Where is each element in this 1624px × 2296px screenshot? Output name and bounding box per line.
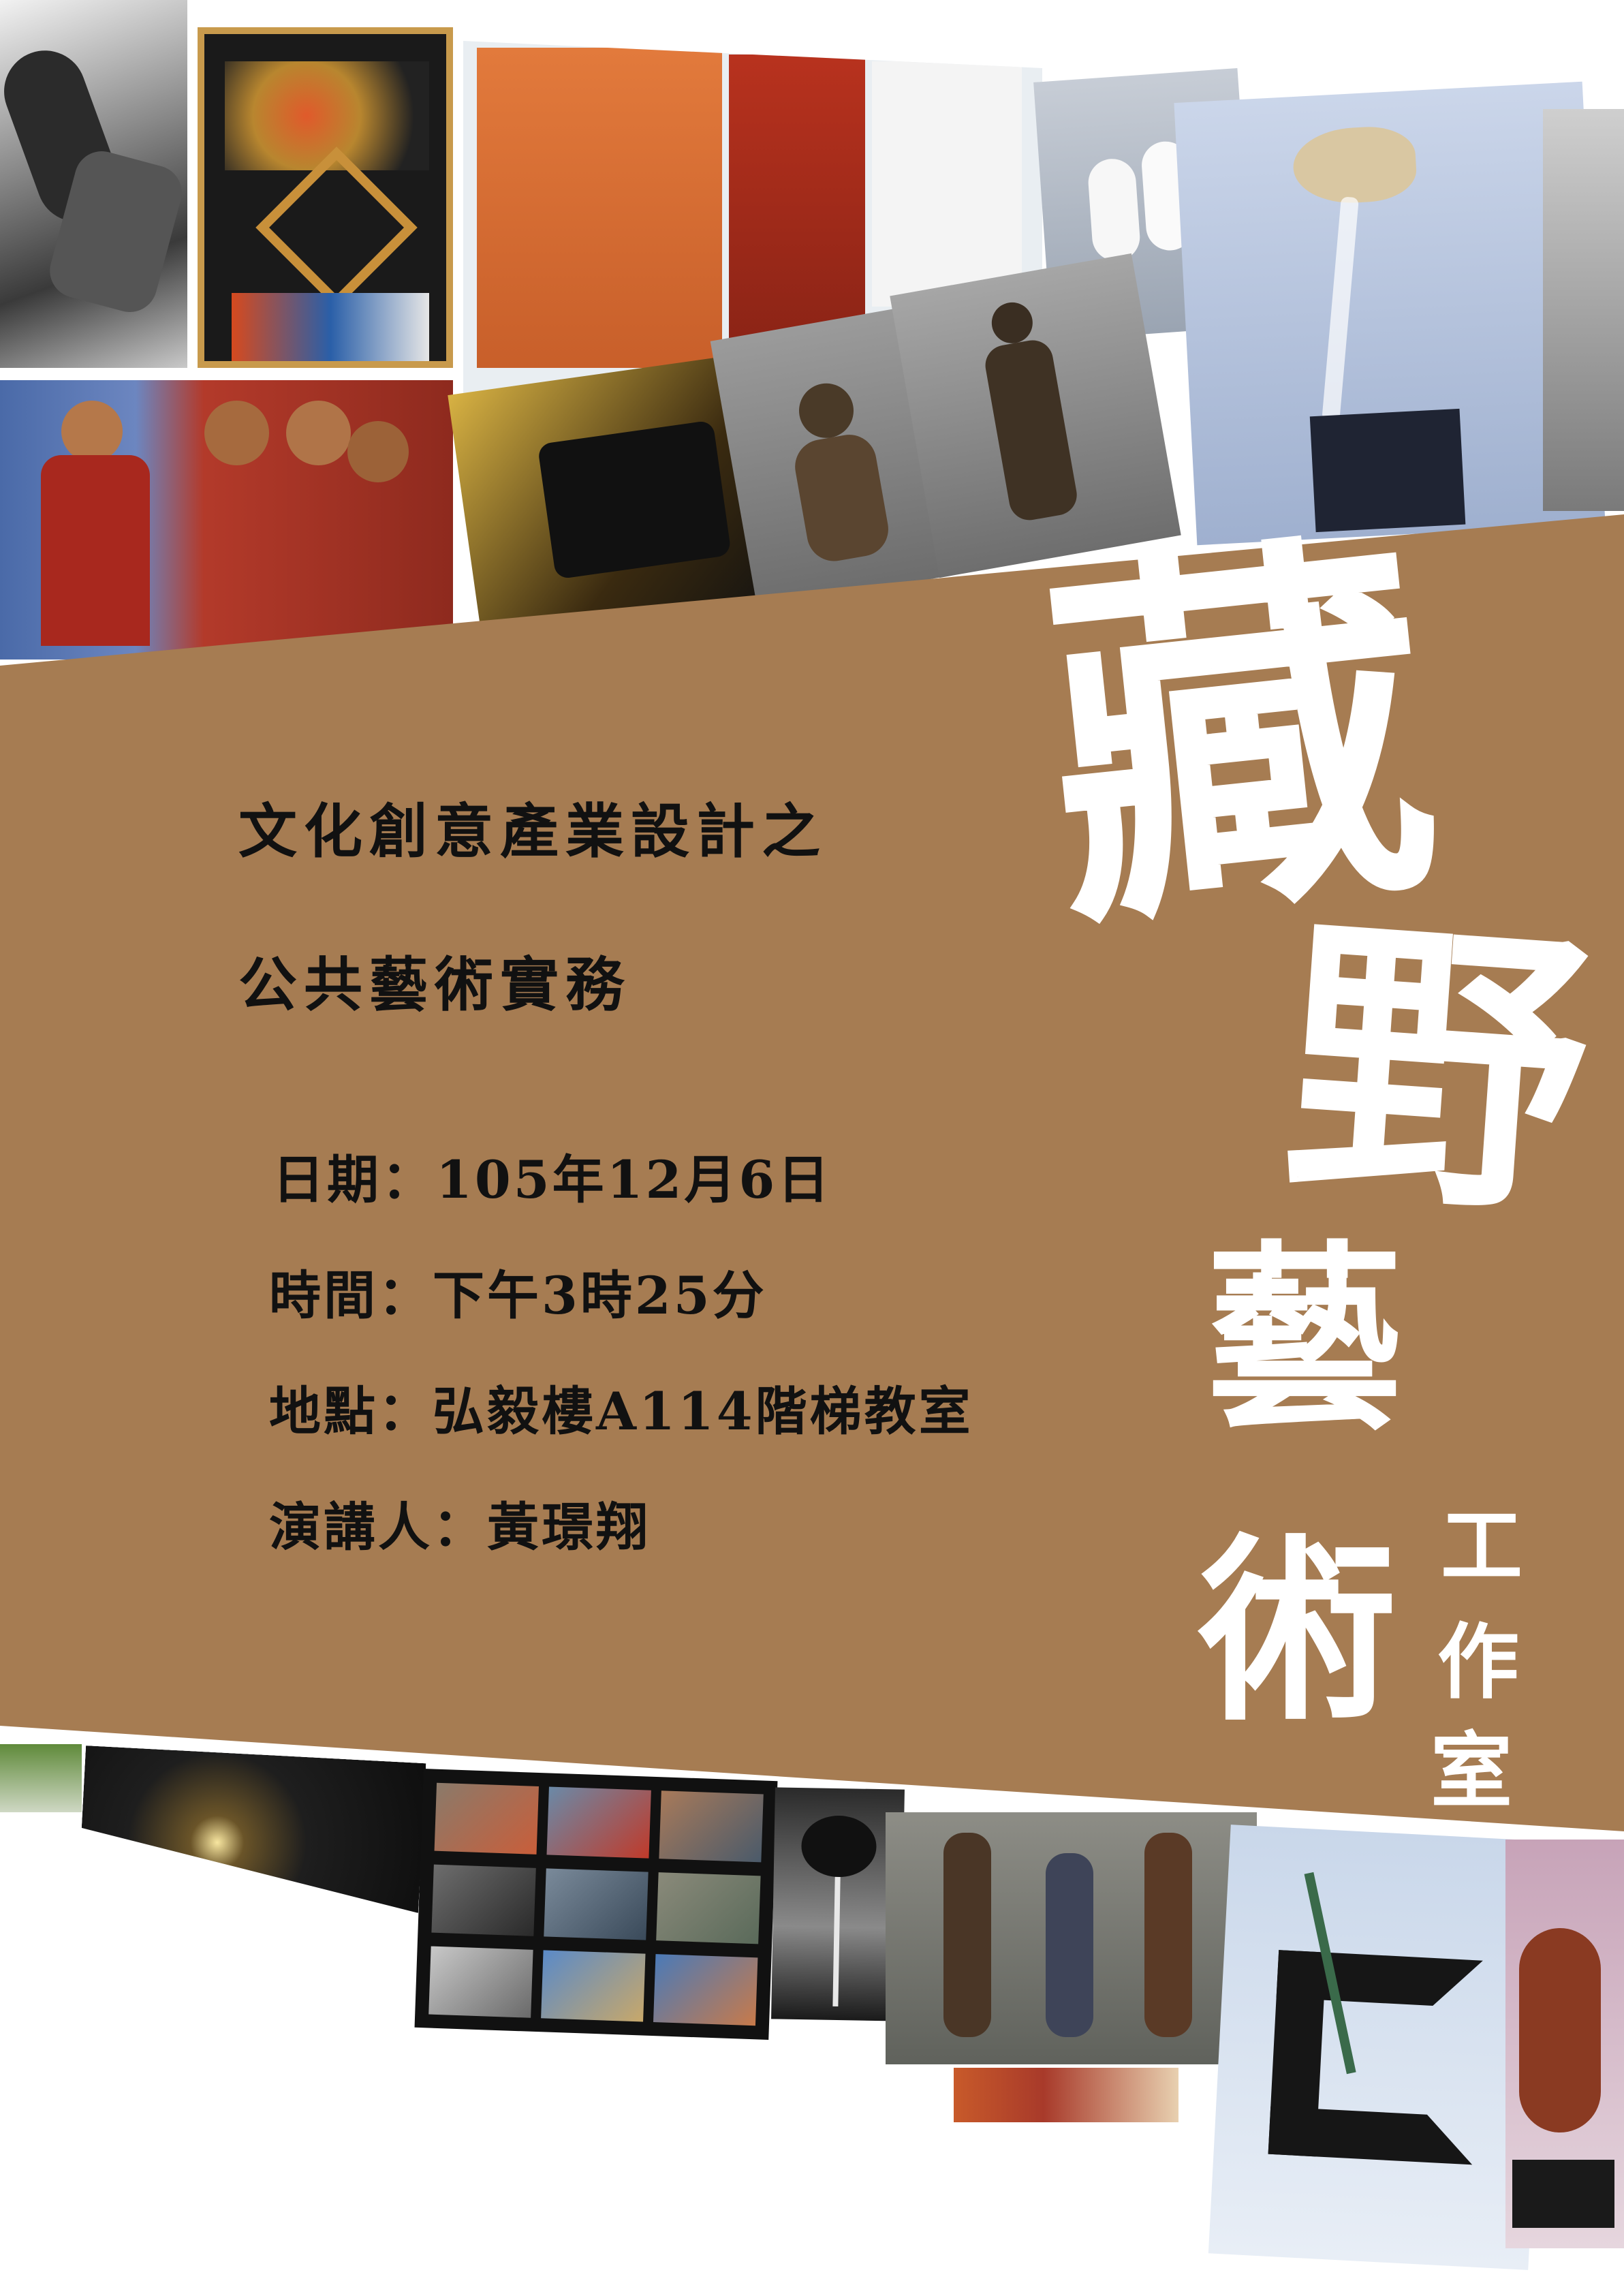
brand-char-3: 藝 <box>1206 1223 1403 1455</box>
photo-grass-corner <box>0 1744 82 1812</box>
brand-char-4: 術 <box>1199 1516 1396 1748</box>
photo-red-figure-sculpture <box>1505 1840 1624 2248</box>
photo-bottom-cloth-strip <box>954 2068 1178 2122</box>
brand-char-2: 野 <box>1275 883 1599 1256</box>
photo-dancer-drawing <box>0 0 187 368</box>
brand-small-3: 室 <box>1431 1723 1512 1819</box>
event-location: 地點：弘毅樓A114階梯教室 <box>269 1381 973 1442</box>
photo-hanging-cloth <box>463 41 1042 436</box>
event-speaker: 演講人：黃璟翔 <box>269 1497 651 1557</box>
brand-small-1: 工 <box>1441 1498 1522 1594</box>
photo-night-light <box>78 1746 426 1913</box>
photo-bronze-trio <box>886 1812 1257 2064</box>
photo-skull-sculpture <box>1174 81 1606 546</box>
photo-abstract-window <box>198 27 453 368</box>
event-title-line2: 公共藝術實務 <box>238 950 631 1019</box>
event-title-line1: 文化創意產業設計之 <box>238 797 827 866</box>
photo-steel-square-sculpture <box>1208 1825 1551 2270</box>
event-time: 時間：下午3時25分 <box>269 1265 767 1326</box>
brand-char-1: 藏 <box>1027 493 1453 979</box>
photo-ink-lotus <box>771 1787 905 2021</box>
brand-small-2: 作 <box>1437 1614 1519 1710</box>
event-date: 日期：105年12月6日 <box>272 1149 832 1210</box>
photo-monks-mural <box>0 380 453 660</box>
photo-edge-gray <box>1543 109 1624 511</box>
photo-installation-grid <box>414 1769 778 2040</box>
